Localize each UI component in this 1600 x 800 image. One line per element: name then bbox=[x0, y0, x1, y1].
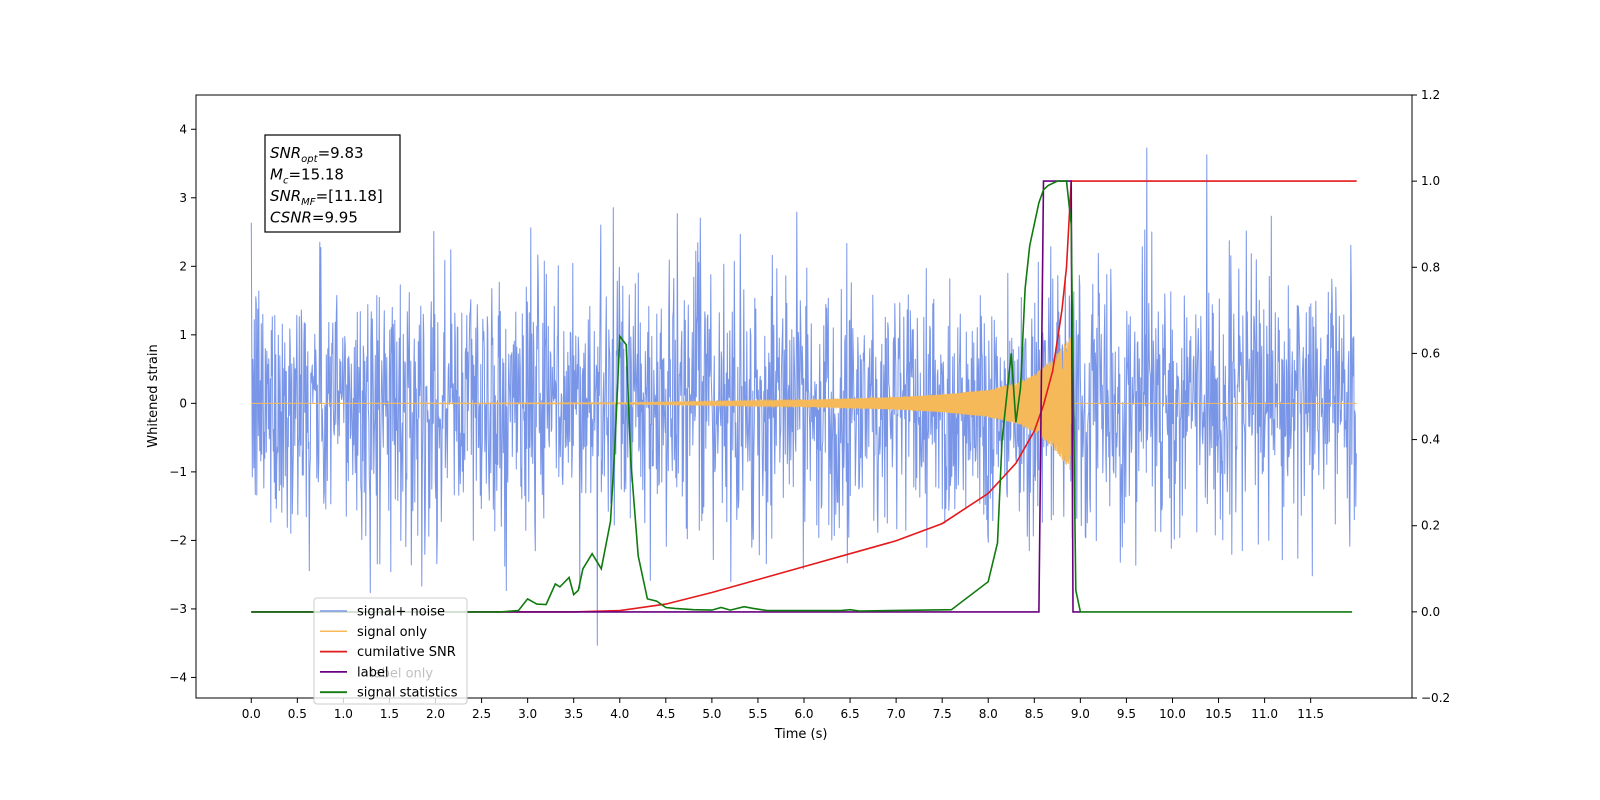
x-tick-label: 0.0 bbox=[242, 707, 261, 721]
series-signal-noise-line bbox=[250, 147, 1357, 646]
y-axis-right: −0.2 0.0 0.2 0.4 0.6 0.8 1.0 1.2 bbox=[1412, 88, 1450, 705]
y2-tick-label: 0.6 bbox=[1421, 346, 1440, 360]
x-tick-label: 10.0 bbox=[1159, 707, 1186, 721]
y-axis-label: Whitened strain bbox=[146, 344, 161, 447]
series-signal-statistics-line bbox=[251, 180, 1353, 613]
y-tick-label: 0 bbox=[179, 396, 187, 410]
x-tick-label: 1.5 bbox=[380, 707, 399, 721]
y2-tick-label: 0.8 bbox=[1421, 260, 1440, 274]
x-tick-label: 11.5 bbox=[1297, 707, 1324, 721]
y2-tick-label: 1.0 bbox=[1421, 174, 1440, 188]
annotation-line: SNRMF=[11.18] bbox=[270, 187, 383, 208]
legend-label: label bbox=[357, 665, 388, 680]
y-tick-label: 2 bbox=[179, 259, 187, 273]
series-cumilative-snr-line bbox=[251, 180, 1357, 613]
legend-label: cumilative SNR bbox=[357, 645, 456, 660]
x-tick-label: 0.5 bbox=[288, 707, 307, 721]
x-tick-label: 2.5 bbox=[472, 707, 491, 721]
x-tick-label: 7.0 bbox=[887, 707, 906, 721]
annotation-line: SNRopt=9.83 bbox=[270, 144, 364, 165]
x-tick-label: 2.0 bbox=[426, 707, 445, 721]
y2-tick-label: 0.2 bbox=[1421, 519, 1440, 533]
y-tick-label: −4 bbox=[169, 670, 187, 684]
x-tick-label: 6.5 bbox=[841, 707, 860, 721]
x-axis-label: Time (s) bbox=[774, 727, 828, 742]
x-tick-label: 8.5 bbox=[1025, 707, 1044, 721]
legend-label: signal only bbox=[357, 625, 427, 640]
x-tick-label: 7.5 bbox=[933, 707, 952, 721]
y2-tick-label: 0.4 bbox=[1421, 433, 1440, 447]
x-axis: 0.0 0.5 1.0 1.5 2.0 2.5 3.0 3.5 4.0 4.5 5.0 5.5 6.0 6… bbox=[242, 698, 1324, 721]
x-tick-label: 6.0 bbox=[794, 707, 813, 721]
x-tick-label: 9.5 bbox=[1117, 707, 1136, 721]
x-tick-label: 10.5 bbox=[1205, 707, 1232, 721]
y-tick-label: 1 bbox=[179, 328, 187, 342]
y-tick-label: −2 bbox=[169, 533, 187, 547]
y-tick-label: 4 bbox=[179, 122, 187, 136]
series-signal-only-line bbox=[251, 336, 1357, 470]
x-tick-label: 9.0 bbox=[1071, 707, 1090, 721]
x-tick-label: 5.5 bbox=[748, 707, 767, 721]
y2-tick-label: 0.0 bbox=[1421, 605, 1440, 619]
legend: signal+ noise signal only cumilative SNR la… bbox=[313, 597, 468, 705]
x-tick-label: 3.0 bbox=[518, 707, 537, 721]
x-tick-label: 11.0 bbox=[1251, 707, 1278, 721]
y-tick-label: −1 bbox=[169, 465, 187, 479]
legend-label: signal statistics bbox=[357, 686, 458, 701]
y-axis-left: −4 −3 −2 −1 0 1 2 3 4 bbox=[169, 122, 196, 684]
y-tick-label: 3 bbox=[179, 191, 187, 205]
x-tick-label: 3.5 bbox=[564, 707, 583, 721]
annotation-line: Mc=15.18 bbox=[270, 166, 344, 187]
annotation-line: CSNR=9.95 bbox=[270, 209, 358, 227]
legend-label-ghost: label only bbox=[370, 667, 433, 682]
y-tick-label: −3 bbox=[169, 602, 187, 616]
x-tick-label: 1.0 bbox=[334, 707, 353, 721]
x-tick-label: 4.0 bbox=[610, 707, 629, 721]
annotation-box: SNRopt=9.83Mc=15.18SNRMF=[11.18]CSNR=9.9… bbox=[264, 134, 401, 233]
x-tick-label: 8.0 bbox=[979, 707, 998, 721]
legend-label: signal+ noise bbox=[357, 605, 445, 620]
x-tick-label: 5.0 bbox=[702, 707, 721, 721]
y2-tick-label: −0.2 bbox=[1421, 691, 1450, 705]
y2-tick-label: 1.2 bbox=[1421, 88, 1440, 102]
x-tick-label: 4.5 bbox=[656, 707, 675, 721]
